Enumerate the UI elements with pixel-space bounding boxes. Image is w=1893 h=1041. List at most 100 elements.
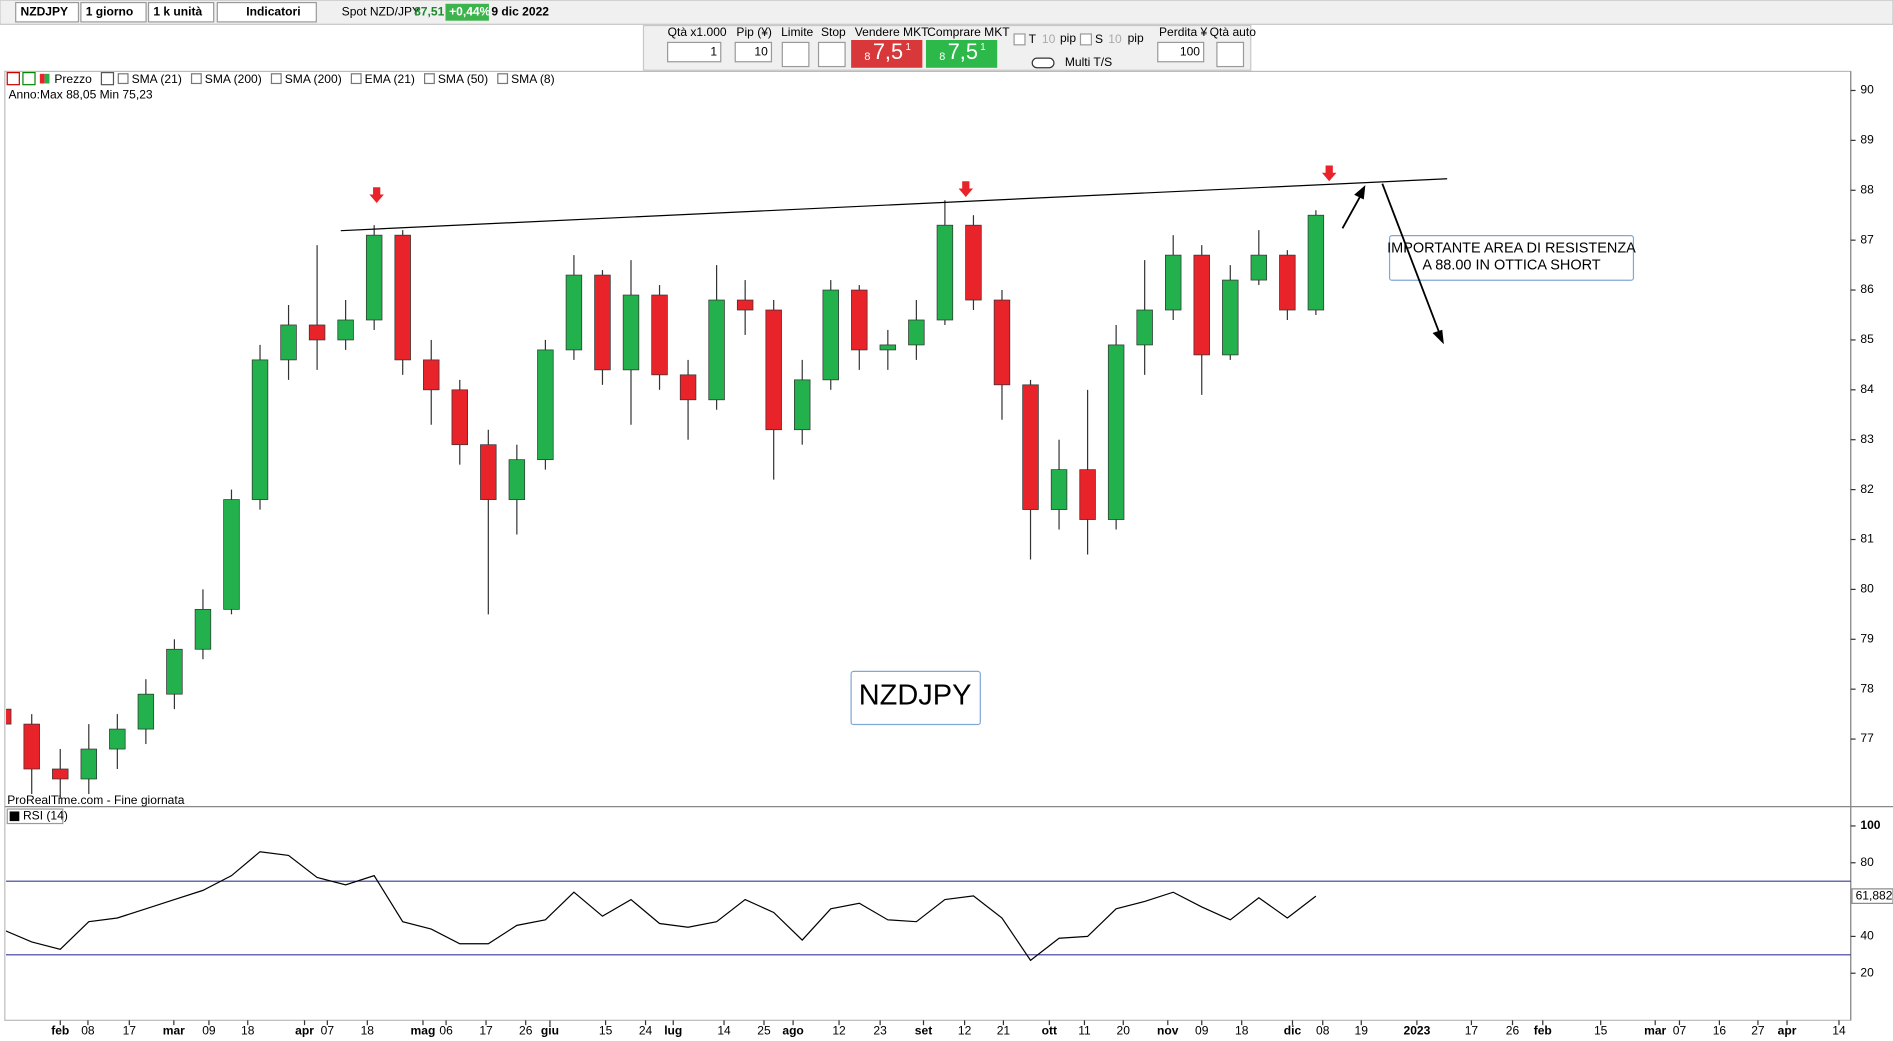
last-value-label: 61,882: [1856, 888, 1893, 902]
spot-price: 87,51: [414, 4, 444, 18]
x-tick-label: 12: [958, 1023, 972, 1037]
candle-body: [679, 374, 697, 401]
x-tick-label: 18: [1235, 1023, 1249, 1037]
rsi-legend: RSI (14): [23, 808, 68, 822]
auto-qty-button[interactable]: [1216, 41, 1245, 68]
candle-body: [537, 349, 554, 461]
auto-qty: Qtà auto: [1210, 25, 1257, 39]
candle-body: [565, 274, 583, 351]
candle-body: [508, 459, 526, 500]
candle-body: [765, 309, 782, 431]
candle-body: [308, 324, 326, 341]
legend-checkbox[interactable]: [497, 73, 509, 85]
x-tick-label: 15: [599, 1023, 613, 1037]
symbol-select[interactable]: [15, 1, 80, 23]
candle-body: [993, 299, 1011, 386]
candle-body: [223, 499, 240, 610]
x-tick-label: lug: [664, 1023, 682, 1037]
last-value-box: [1851, 888, 1893, 904]
candle-body: [1079, 469, 1096, 520]
y-tick-label: 79: [1860, 631, 1874, 645]
t-checkbox[interactable]: [1013, 33, 1026, 46]
candle-body: [736, 299, 754, 311]
candle-body: [651, 294, 668, 376]
y-tick-label: 90: [1860, 83, 1874, 97]
x-tick-label: ott: [1042, 1023, 1057, 1037]
y-tick-label: 85: [1860, 332, 1874, 346]
x-tick-label: 27: [1751, 1023, 1765, 1037]
x-tick-label: 18: [241, 1023, 255, 1037]
qty-label: Qtà x1.000: [668, 25, 727, 39]
y-tick-label: 88: [1860, 182, 1874, 196]
x-tick-label: 16: [1713, 1023, 1727, 1037]
candle-body: [1193, 254, 1210, 356]
candle-body: [594, 274, 611, 371]
candle-body: [908, 319, 925, 346]
legend-checkbox[interactable]: [117, 73, 129, 85]
range-info: Anno:Max 88,05 Min 75,23: [8, 88, 152, 102]
legend-checkbox[interactable]: [423, 73, 435, 85]
indicators-button[interactable]: [216, 1, 317, 23]
x-tick-label: 06: [439, 1023, 453, 1037]
spot-label: Spot NZD/JPY: [342, 4, 420, 18]
x-tick-label: 20: [1117, 1023, 1131, 1037]
x-tick-label: mar: [1644, 1023, 1666, 1037]
loss-input[interactable]: [1157, 41, 1205, 63]
sell-button[interactable]: [851, 40, 923, 68]
y-tick-label: 84: [1860, 382, 1874, 396]
candle-body: [394, 234, 411, 361]
candle-body: [879, 344, 897, 351]
x-tick-label: 08: [1316, 1023, 1330, 1037]
s-checkbox[interactable]: [1079, 33, 1092, 46]
watermark-box: [850, 670, 981, 726]
sell-big: 7,5: [873, 39, 903, 64]
candle-body: [1222, 279, 1239, 356]
legend-checkbox[interactable]: [350, 73, 362, 85]
stop-button[interactable]: [817, 41, 846, 68]
candle-body: [451, 389, 468, 446]
candle-body: [965, 224, 982, 301]
timeframe-select[interactable]: [80, 1, 147, 23]
candle-body: [708, 299, 725, 401]
x-tick-label: 12: [832, 1023, 846, 1037]
limit-button[interactable]: [781, 41, 810, 68]
x-tick-label: 14: [1832, 1023, 1846, 1037]
x-tick-label: 17: [1465, 1023, 1479, 1037]
s-unit: pip: [1128, 31, 1144, 45]
x-tick-label: 15: [1594, 1023, 1608, 1037]
candle-body: [109, 728, 126, 750]
y-tick-label: 78: [1860, 681, 1874, 695]
units-select[interactable]: [147, 1, 215, 23]
candle-body: [1107, 344, 1125, 520]
multi-toggle[interactable]: [1031, 57, 1055, 69]
s-label: S: [1095, 32, 1103, 46]
legend-label: SMA (200): [205, 72, 262, 86]
qty-input[interactable]: [667, 41, 722, 63]
annotation-line: A 88.00 IN OTTICA SHORT: [1422, 258, 1600, 274]
pip-input[interactable]: [734, 41, 773, 63]
buy-button[interactable]: [925, 40, 998, 68]
y-tick-label: 81: [1860, 532, 1874, 546]
x-tick-label: 19: [1355, 1023, 1369, 1037]
y-tick-label: 80: [1860, 582, 1874, 596]
candle-body: [1136, 309, 1153, 346]
red-arrows: [369, 165, 1337, 203]
candle-body: [280, 324, 297, 361]
candle-body: [851, 289, 868, 351]
x-tick-label: 07: [1673, 1023, 1687, 1037]
date: 9 dic 2022: [491, 4, 549, 18]
legend-swatch: [44, 73, 50, 84]
candle-body: [936, 224, 954, 321]
candle-body: [423, 359, 440, 391]
legend-checkbox[interactable]: [190, 73, 202, 85]
legend-icon: [22, 71, 36, 86]
x-tick-label: giu: [541, 1023, 559, 1037]
sell-label: Vendere MKT: [855, 25, 929, 39]
t-value: 10: [1042, 32, 1056, 46]
s-value: 10: [1108, 32, 1122, 46]
candle-body: [365, 234, 383, 321]
y-tick-label: 86: [1860, 282, 1874, 296]
legend-checkbox[interactable]: [270, 73, 282, 85]
sell-sup: 1: [905, 42, 910, 53]
t-unit: pip: [1060, 31, 1076, 45]
